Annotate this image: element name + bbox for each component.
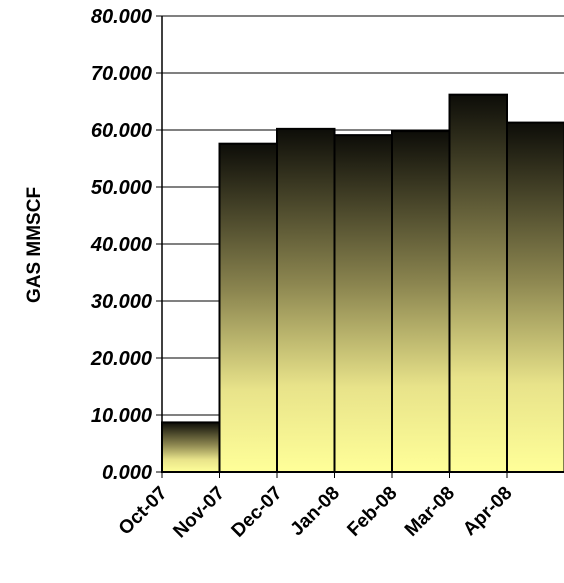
x-tick-label: Nov-07 xyxy=(169,483,229,543)
x-tick-label: Feb-08 xyxy=(343,483,401,541)
x-tick-label: Oct-07 xyxy=(115,483,172,540)
x-tick-label: Mar-08 xyxy=(401,483,459,541)
y-tick-label: 40.000 xyxy=(90,234,152,256)
bar-feb-08 xyxy=(392,131,450,472)
bar-nov-07 xyxy=(220,144,278,472)
y-tick-label: 10.000 xyxy=(91,405,152,427)
bar-dec-07 xyxy=(277,129,335,472)
y-tick-label: 50.000 xyxy=(91,177,152,199)
bars xyxy=(162,95,564,472)
bar-mar-08 xyxy=(450,95,508,472)
bar-apr-08 xyxy=(507,123,564,472)
y-tick-label: 60.000 xyxy=(91,120,152,142)
y-tick-label: 30.000 xyxy=(91,291,152,313)
x-tick-label: Apr-08 xyxy=(459,483,516,540)
x-tick-label: Jan-08 xyxy=(287,483,344,540)
y-tick-labels: 0.000 10.000 20.000 30.000 40.000 50.000 60.00… xyxy=(90,6,152,484)
y-tick-label: 20.000 xyxy=(90,348,152,370)
y-tick-label: 80.000 xyxy=(91,6,152,28)
x-tick-label: Dec-07 xyxy=(228,483,287,542)
y-axis-label: GAS MMSCF xyxy=(24,187,45,303)
bar-jan-08 xyxy=(335,135,393,472)
y-tick-label: 0.000 xyxy=(102,462,152,484)
y-tick-label: 70.000 xyxy=(91,63,152,85)
bar-oct-07 xyxy=(162,422,220,472)
